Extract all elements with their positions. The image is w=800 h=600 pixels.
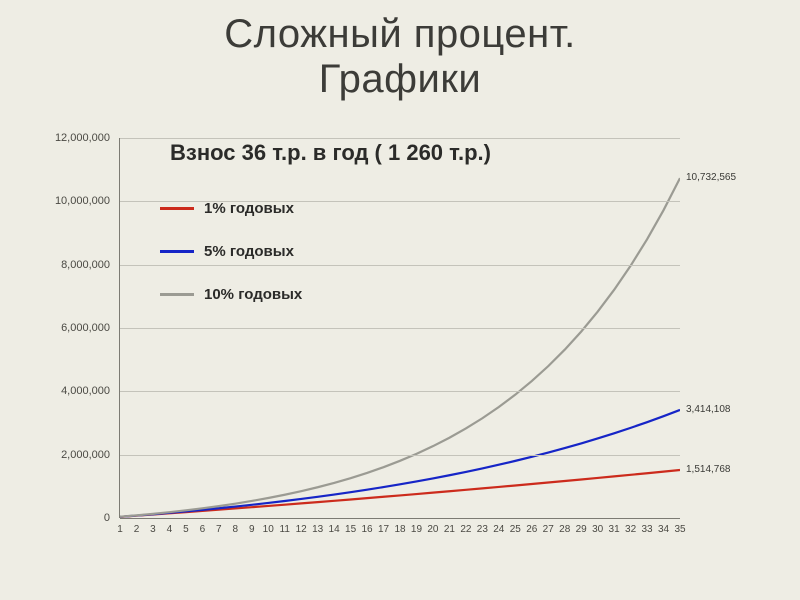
legend-swatch	[160, 207, 194, 210]
x-tick-label: 27	[543, 524, 554, 535]
x-tick-label: 4	[167, 524, 173, 535]
legend-label: 10% годовых	[204, 286, 302, 303]
title-line-2: Графики	[319, 57, 482, 101]
y-tick-label: 2,000,000	[40, 449, 110, 461]
x-tick-label: 32	[625, 524, 636, 535]
y-tick-label: 4,000,000	[40, 385, 110, 397]
x-tick-label: 15	[345, 524, 356, 535]
x-tick-label: 3	[150, 524, 156, 535]
x-tick-label: 19	[411, 524, 422, 535]
title-line-1: Сложный процент.	[224, 12, 575, 56]
y-tick-label: 0	[40, 512, 110, 524]
y-tick-label: 6,000,000	[40, 322, 110, 334]
x-tick-label: 5	[183, 524, 189, 535]
legend-item: 10% годовых	[160, 286, 302, 303]
x-tick-label: 14	[329, 524, 340, 535]
gridline	[120, 455, 680, 456]
legend-swatch	[160, 293, 194, 296]
plot-area: 02,000,0004,000,0006,000,0008,000,00010,…	[120, 138, 680, 533]
x-tick-label: 16	[361, 524, 372, 535]
x-tick-label: 8	[233, 524, 239, 535]
series-end-label: 3,414,108	[686, 404, 731, 415]
legend-item: 1% годовых	[160, 200, 302, 217]
x-tick-label: 29	[576, 524, 587, 535]
compound-interest-chart: Взнос 36 т.р. в год ( 1 260 т.р.) 02,000…	[40, 128, 760, 578]
x-tick-label: 6	[200, 524, 206, 535]
legend-label: 5% годовых	[204, 243, 294, 260]
x-tick-label: 24	[493, 524, 504, 535]
x-tick-label: 7	[216, 524, 222, 535]
x-tick-label: 2	[134, 524, 140, 535]
series-end-label: 1,514,768	[686, 464, 731, 475]
x-axis-line	[120, 518, 680, 519]
x-tick-label: 21	[444, 524, 455, 535]
slide: Сложный процент. Графики Взнос 36 т.р. в…	[0, 0, 800, 600]
x-tick-label: 22	[460, 524, 471, 535]
y-tick-label: 8,000,000	[40, 259, 110, 271]
y-tick-label: 12,000,000	[40, 132, 110, 144]
legend-label: 1% годовых	[204, 200, 294, 217]
x-tick-label: 9	[249, 524, 255, 535]
x-tick-label: 33	[641, 524, 652, 535]
x-tick-label: 31	[609, 524, 620, 535]
legend: 1% годовых 5% годовых 10% годовых	[160, 200, 302, 329]
x-tick-label: 23	[477, 524, 488, 535]
x-tick-label: 35	[674, 524, 685, 535]
x-tick-label: 20	[427, 524, 438, 535]
series-line	[120, 410, 680, 517]
x-tick-label: 17	[378, 524, 389, 535]
series-end-label: 10,732,565	[686, 172, 736, 183]
x-tick-label: 10	[263, 524, 274, 535]
x-tick-label: 26	[526, 524, 537, 535]
gridline	[120, 391, 680, 392]
x-tick-label: 18	[394, 524, 405, 535]
x-tick-label: 25	[510, 524, 521, 535]
x-tick-label: 12	[296, 524, 307, 535]
slide-title: Сложный процент. Графики	[0, 0, 800, 102]
x-tick-label: 1	[117, 524, 123, 535]
x-tick-label: 11	[280, 524, 290, 535]
x-tick-label: 13	[312, 524, 323, 535]
x-tick-label: 34	[658, 524, 669, 535]
y-tick-label: 10,000,000	[40, 195, 110, 207]
x-tick-label: 30	[592, 524, 603, 535]
x-tick-label: 28	[559, 524, 570, 535]
gridline	[120, 138, 680, 139]
legend-item: 5% годовых	[160, 243, 302, 260]
legend-swatch	[160, 250, 194, 253]
